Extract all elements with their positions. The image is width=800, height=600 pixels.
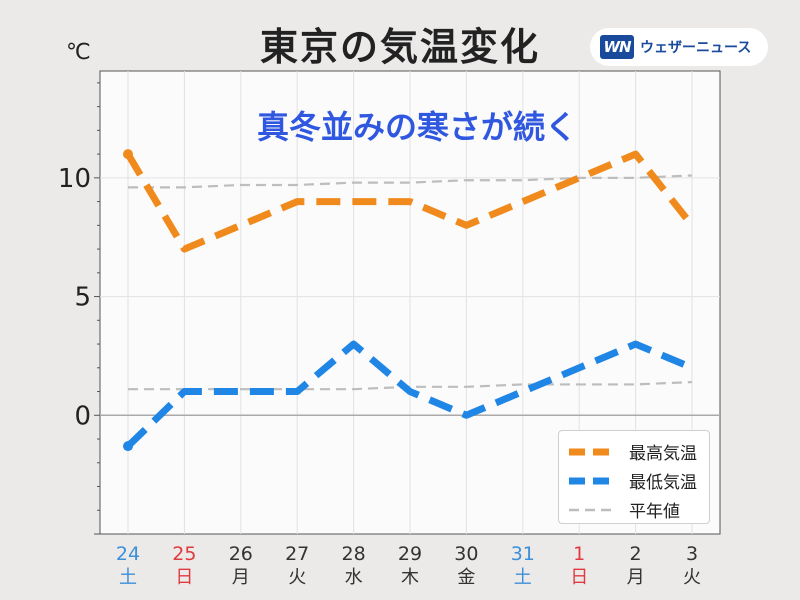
brand-name: ウェザーニュース [640, 40, 752, 56]
x-tick-day: 3 [686, 543, 698, 565]
x-tick-weekday: 土 [119, 567, 137, 588]
x-tick-weekday: 月 [627, 567, 645, 588]
x-tick-day: 31 [511, 543, 535, 565]
x-tick-day: 27 [285, 543, 309, 565]
x-tick-day: 30 [454, 543, 478, 565]
chart-annotation: 真冬並みの寒さが続く [257, 108, 577, 146]
legend-label-normal: 平年値 [629, 502, 680, 522]
x-tick-day: 26 [229, 543, 253, 565]
x-tick-weekday: 木 [401, 567, 419, 588]
y-tick-label: 10 [58, 164, 91, 194]
normal-series [128, 174, 693, 391]
y-tick-labels: 0 5 10 [58, 164, 91, 431]
series-line-low [125, 340, 694, 449]
series-point-high [123, 149, 133, 160]
series-line-high [124, 150, 695, 253]
series-line-normal [128, 174, 693, 189]
y-tick-label: 0 [74, 401, 91, 431]
y-tick-label: 5 [74, 283, 91, 313]
x-tick-weekday: 水 [345, 567, 363, 588]
chart-title: 東京の気温変化 [259, 25, 540, 69]
legend-label-low: 最低気温 [629, 473, 697, 493]
legend-item-low: 最低気温 [567, 466, 701, 495]
temperature-series [123, 149, 695, 452]
series-line-normal [128, 380, 693, 391]
x-tick-weekday: 日 [175, 567, 193, 588]
legend-label-high: 最高気温 [629, 444, 697, 464]
x-tick-weekday: 火 [683, 567, 701, 588]
x-tick-day: 28 [342, 543, 366, 565]
legend-item-normal: 平年値 [567, 495, 701, 524]
brand-badge: WN ウェザーニュース [590, 28, 768, 66]
x-tick-weekday: 金 [457, 567, 475, 588]
legend-item-high: 最高気温 [567, 437, 701, 466]
series-point-low [123, 441, 133, 452]
x-tick-day: 29 [398, 543, 422, 565]
x-tick-day: 25 [172, 543, 196, 565]
y-unit-label: ℃ [66, 40, 91, 65]
brand-logo-icon: WN [600, 35, 634, 59]
x-tick-weekday: 月 [232, 567, 250, 588]
x-tick-weekday: 日 [570, 567, 588, 588]
x-tick-day: 1 [573, 543, 585, 565]
x-tick-weekday: 土 [514, 567, 532, 588]
x-tick-day: 24 [116, 543, 140, 565]
x-tick-day: 2 [630, 543, 642, 565]
legend: 最高気温 最低気温 平年値 [558, 430, 710, 524]
x-tick-weekday: 火 [288, 567, 306, 588]
